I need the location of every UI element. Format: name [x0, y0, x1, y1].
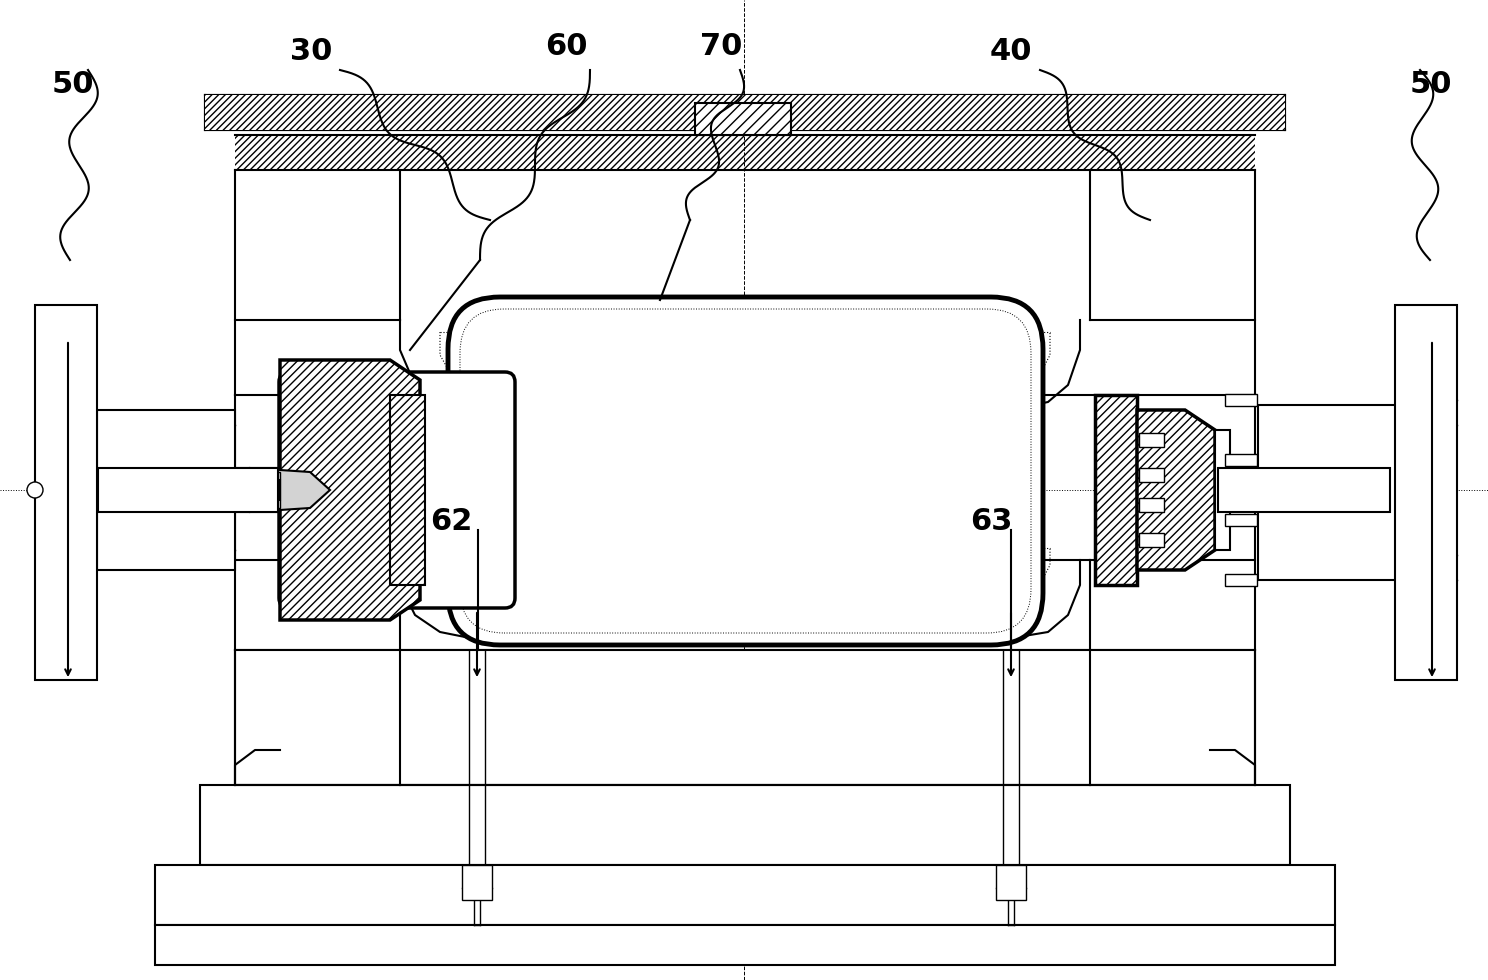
- Text: 40: 40: [990, 37, 1033, 66]
- Bar: [98, 468, 278, 512]
- Bar: [695, 103, 792, 135]
- Bar: [155, 925, 1335, 965]
- Bar: [155, 865, 1335, 925]
- Text: 50: 50: [52, 70, 95, 99]
- Circle shape: [27, 482, 43, 498]
- Polygon shape: [1137, 410, 1216, 570]
- Bar: [1138, 498, 1164, 512]
- Bar: [1225, 394, 1257, 406]
- Bar: [461, 865, 493, 900]
- Bar: [199, 785, 1290, 865]
- Bar: [36, 305, 97, 680]
- Bar: [1257, 405, 1396, 580]
- Text: 62: 62: [430, 507, 472, 536]
- Bar: [1138, 468, 1164, 482]
- Bar: [235, 135, 1254, 170]
- Polygon shape: [1216, 430, 1231, 550]
- Text: 30: 30: [290, 37, 332, 66]
- Bar: [205, 95, 1286, 130]
- Polygon shape: [280, 360, 420, 620]
- Bar: [1219, 468, 1390, 512]
- Text: 60: 60: [545, 32, 588, 61]
- Polygon shape: [1095, 395, 1137, 585]
- Polygon shape: [250, 468, 330, 512]
- Bar: [1138, 533, 1164, 547]
- Text: 50: 50: [1411, 70, 1452, 99]
- Bar: [254, 480, 280, 500]
- Bar: [1138, 433, 1164, 447]
- Bar: [995, 865, 1027, 900]
- Text: 70: 70: [699, 32, 743, 61]
- Bar: [205, 95, 1286, 130]
- Bar: [1225, 514, 1257, 526]
- Bar: [695, 103, 792, 135]
- Bar: [254, 472, 280, 508]
- Bar: [1225, 454, 1257, 466]
- Polygon shape: [390, 395, 426, 585]
- Bar: [1396, 305, 1457, 680]
- Bar: [97, 410, 235, 570]
- Bar: [235, 650, 1254, 785]
- Text: 63: 63: [970, 507, 1012, 536]
- Bar: [1225, 574, 1257, 586]
- FancyBboxPatch shape: [448, 297, 1043, 645]
- FancyBboxPatch shape: [280, 372, 515, 608]
